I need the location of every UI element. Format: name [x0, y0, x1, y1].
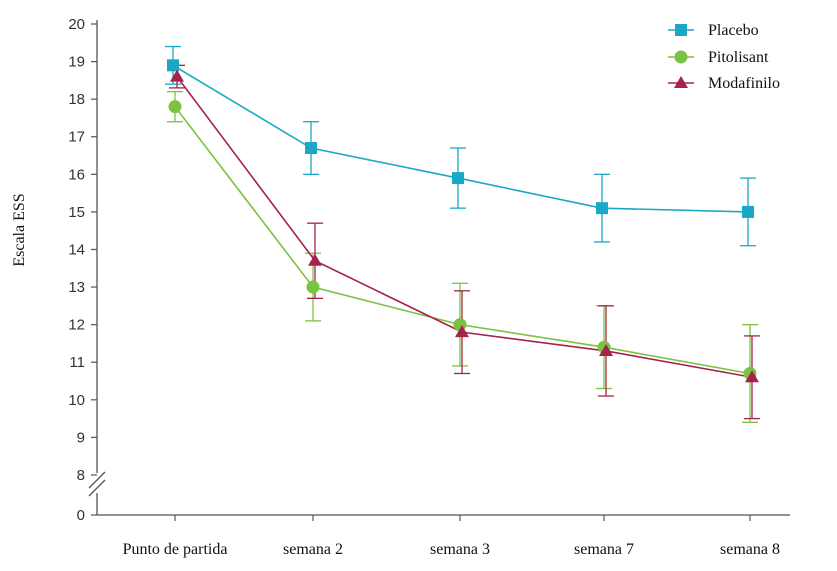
y-tick-label: 9	[77, 429, 85, 446]
axes	[88, 20, 790, 516]
y-tick-label: 20	[68, 16, 85, 33]
data-point-square	[596, 202, 608, 215]
axis-break-mark-2	[88, 479, 106, 497]
series-placebo	[165, 45, 756, 247]
y-tick-label: 18	[68, 91, 85, 108]
y-tick-label: 12	[68, 317, 85, 334]
data-point-triangle	[308, 253, 322, 266]
data-point-circle	[168, 100, 182, 114]
legend-marker-square	[675, 24, 687, 36]
markers-modafinilo	[170, 69, 759, 383]
data-point-triangle	[745, 370, 759, 383]
x-category-label: semana 8	[720, 541, 780, 558]
legend-label-placebo: Placebo	[708, 22, 759, 39]
y-tick-label: 16	[68, 166, 85, 183]
legend-label-pitolisant: Pitolisant	[708, 49, 769, 66]
data-point-square	[452, 172, 464, 185]
legend-marker-triangle	[674, 76, 688, 88]
markers-placebo	[167, 59, 754, 218]
x-axis-labels: Punto de partida semana 2 semana 3 semana 7…	[123, 515, 780, 558]
legend-marker-circle	[674, 50, 688, 64]
y-tick-label: 15	[68, 204, 85, 221]
data-point-circle	[306, 280, 320, 294]
legend: Placebo Pitolisant Modafinilo	[668, 22, 780, 92]
y-axis-ticks: 0 8 9 10 11 12 13 14 15 16 17 18 19 20	[68, 16, 97, 524]
data-point-triangle	[170, 69, 184, 82]
y-tick-label: 13	[68, 279, 85, 296]
series-line-placebo	[172, 64, 749, 213]
x-category-label: Punto de partida	[123, 541, 228, 558]
data-point-triangle	[455, 325, 469, 338]
axis-break-mark-1	[88, 471, 106, 489]
y-axis-label: Escala ESS	[11, 193, 28, 266]
y-tick-label: 0	[77, 507, 85, 524]
y-tick-label: 17	[68, 129, 85, 146]
y-tick-label: 11	[69, 354, 85, 371]
data-point-square	[305, 142, 317, 155]
x-category-label: semana 2	[283, 541, 343, 558]
x-category-label: semana 7	[574, 541, 634, 558]
y-tick-label: 10	[68, 392, 85, 409]
y-tick-label: 19	[68, 54, 85, 71]
data-point-triangle	[599, 343, 613, 356]
legend-label-modafinilo: Modafinilo	[708, 75, 780, 92]
data-point-square	[167, 59, 179, 72]
y-tick-label: 8	[77, 467, 85, 484]
plot-area	[165, 45, 760, 423]
x-category-label: semana 3	[430, 541, 490, 558]
y-tick-label: 14	[68, 241, 85, 258]
data-point-square	[742, 205, 754, 218]
